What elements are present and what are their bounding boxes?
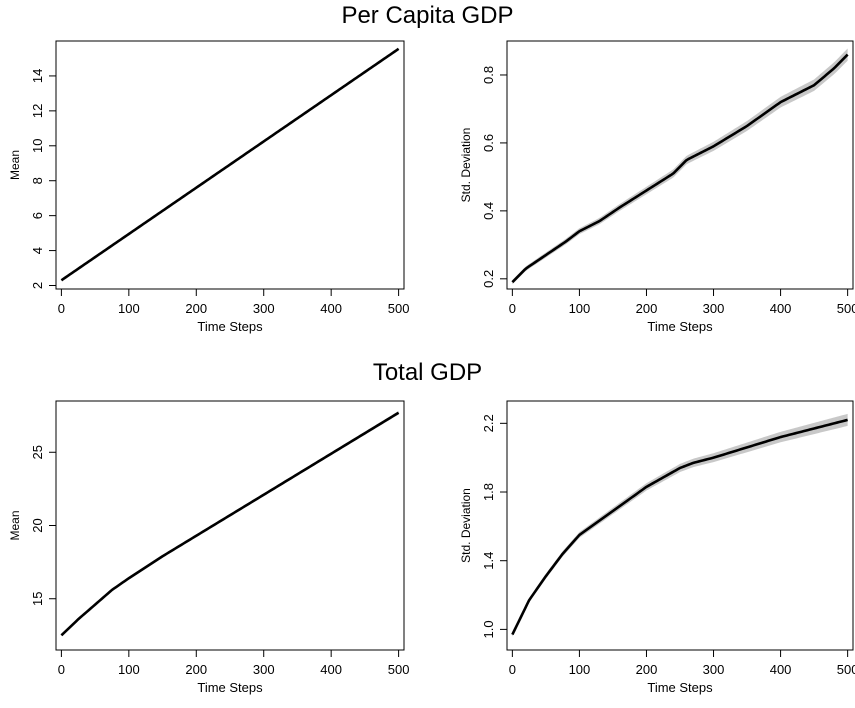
y-tick-label: 2 <box>30 282 45 289</box>
x-axis-label: Time Steps <box>647 680 713 695</box>
y-tick-label: 1.8 <box>481 483 496 501</box>
x-tick-label: 100 <box>118 662 140 677</box>
x-tick-label: 500 <box>388 301 410 316</box>
x-tick-label: 400 <box>320 301 342 316</box>
x-axis-label: Time Steps <box>647 319 713 334</box>
x-tick-label: 0 <box>58 301 65 316</box>
y-tick-label: 14 <box>30 69 45 83</box>
y-tick-label: 0.4 <box>481 202 496 220</box>
x-tick-label: 100 <box>118 301 140 316</box>
y-tick-label: 6 <box>30 212 45 219</box>
x-tick-label: 500 <box>388 662 410 677</box>
series-line <box>60 47 400 282</box>
y-tick-label: 0.8 <box>481 66 496 84</box>
series-line <box>511 53 849 284</box>
x-tick-label: 300 <box>253 301 275 316</box>
y-tick-label: 0.2 <box>481 270 496 288</box>
y-tick-label: 0.6 <box>481 134 496 152</box>
y-axis-label: Std. Deviation <box>459 128 473 203</box>
y-tick-label: 12 <box>30 104 45 118</box>
series-confidence-band <box>512 413 848 637</box>
x-tick-label: 200 <box>636 301 658 316</box>
y-tick-label: 20 <box>30 518 45 532</box>
y-tick-label: 25 <box>30 445 45 459</box>
x-tick-label: 300 <box>253 662 275 677</box>
x-tick-label: 300 <box>703 301 725 316</box>
x-tick-label: 400 <box>770 662 792 677</box>
x-axis-label: Time Steps <box>197 680 263 695</box>
y-axis-label: Std. Deviation <box>459 488 473 563</box>
section-title-per-capita-gdp: Per Capita GDP <box>341 2 514 29</box>
x-tick-label: 500 <box>837 301 855 316</box>
series-line <box>511 418 848 636</box>
plot-frame <box>506 400 854 651</box>
section-title-total-gdp: Total GDP <box>372 359 483 386</box>
y-tick-label: 1.0 <box>481 620 496 638</box>
y-tick-label: 15 <box>30 592 45 606</box>
x-tick-label: 200 <box>185 301 207 316</box>
plot-frame <box>506 40 854 290</box>
x-tick-label: 400 <box>320 662 342 677</box>
x-tick-label: 400 <box>770 301 792 316</box>
x-tick-label: 0 <box>58 662 65 677</box>
x-tick-label: 0 <box>509 301 516 316</box>
y-tick-label: 1.4 <box>481 552 496 570</box>
x-tick-label: 100 <box>569 301 591 316</box>
y-axis-label: Mean <box>8 150 22 180</box>
y-axis-label: Mean <box>8 510 22 540</box>
y-tick-label: 10 <box>30 139 45 153</box>
x-tick-label: 0 <box>509 662 516 677</box>
y-tick-label: 2.2 <box>481 414 496 432</box>
y-tick-label: 8 <box>30 177 45 184</box>
x-tick-label: 100 <box>569 662 591 677</box>
plot-frame <box>55 40 405 290</box>
x-tick-label: 200 <box>636 662 658 677</box>
y-tick-label: 4 <box>30 247 45 254</box>
x-tick-label: 500 <box>837 662 855 677</box>
x-tick-label: 300 <box>703 662 725 677</box>
x-axis-label: Time Steps <box>197 319 263 334</box>
x-tick-label: 200 <box>185 662 207 677</box>
